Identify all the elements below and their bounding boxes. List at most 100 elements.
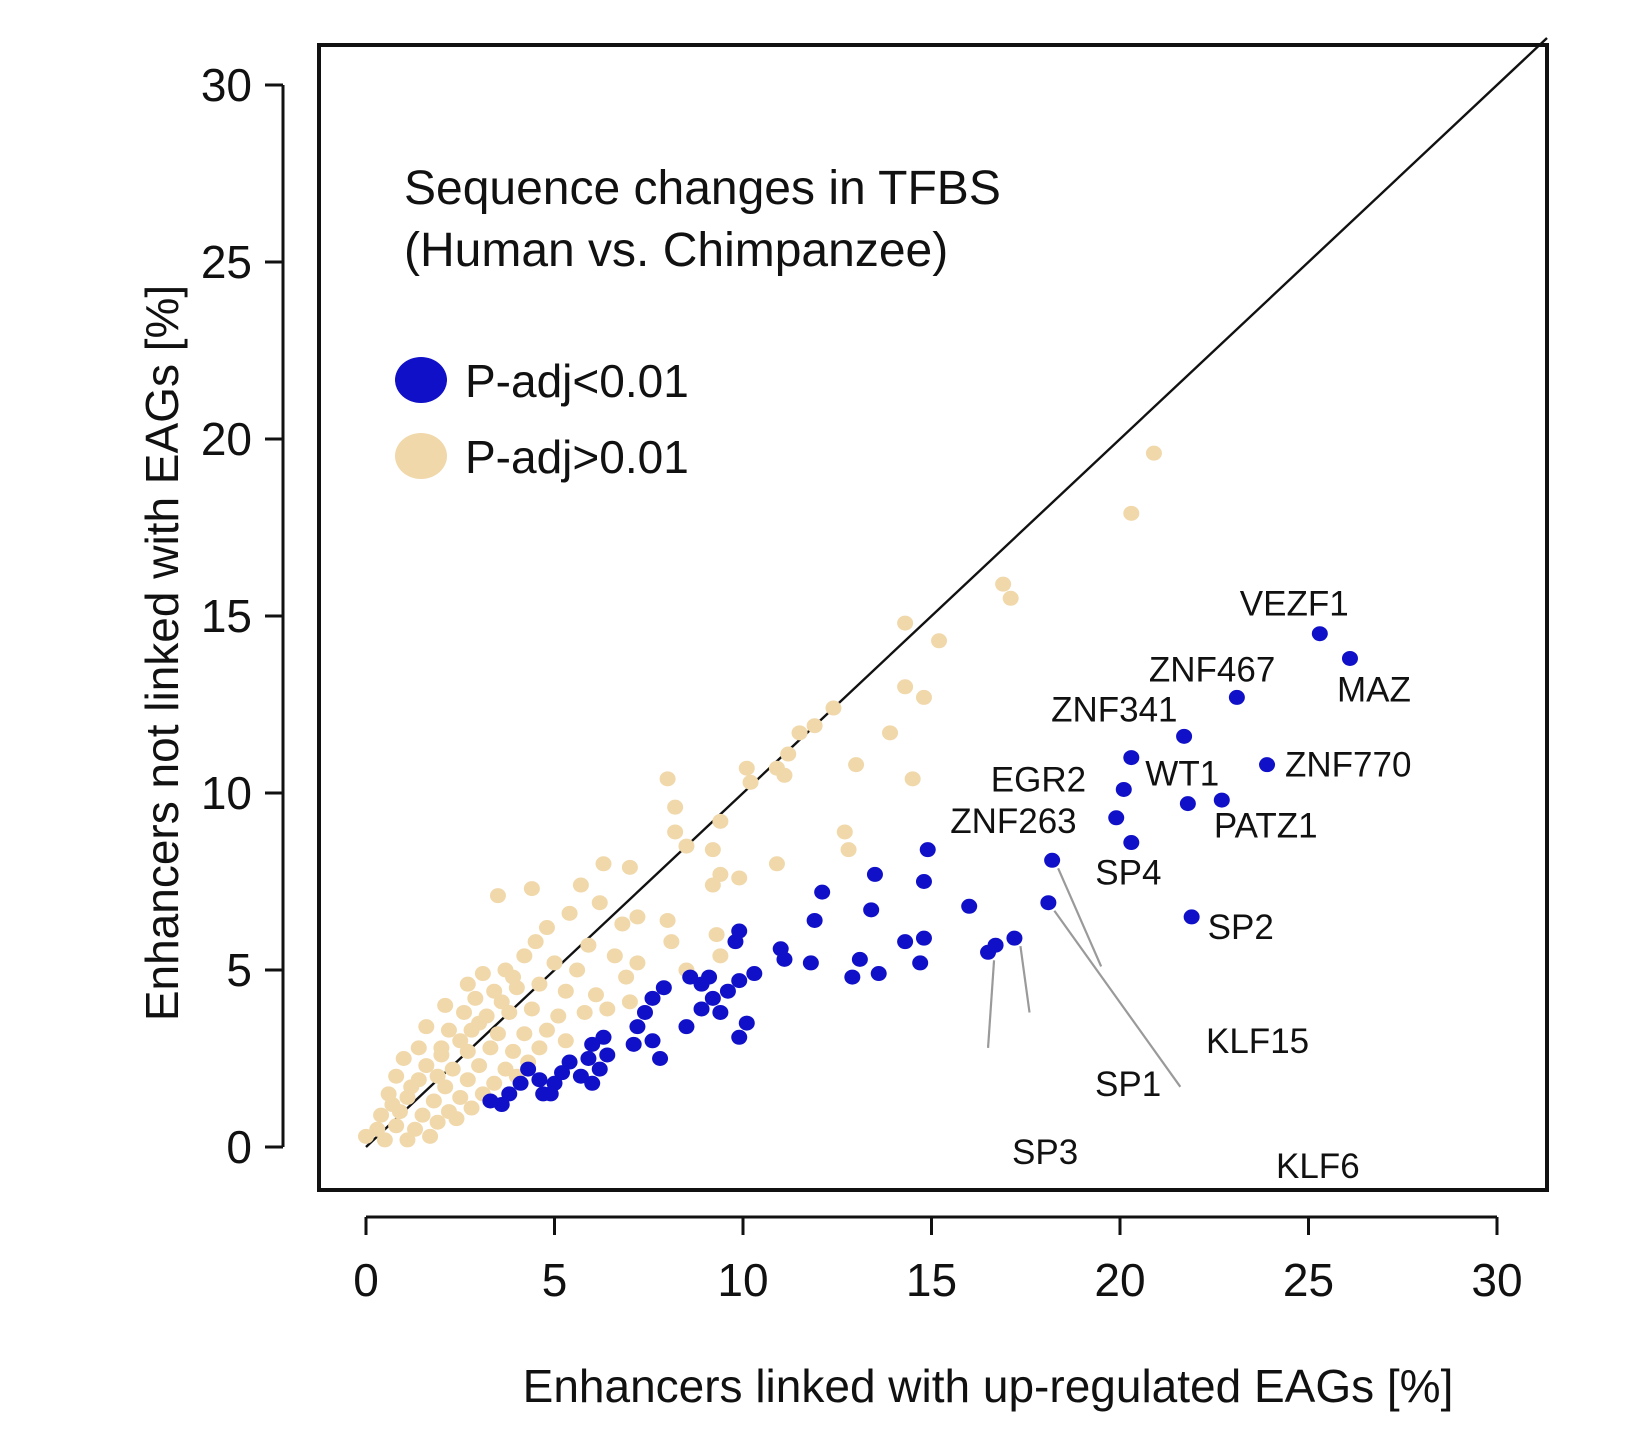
data-point-not-significant xyxy=(418,1019,435,1035)
data-point-not-significant xyxy=(388,1118,405,1134)
data-point-not-significant xyxy=(444,1061,461,1077)
data-point-not-significant xyxy=(712,866,729,882)
data-point-significant xyxy=(591,1061,608,1077)
data-point-not-significant xyxy=(471,1015,488,1031)
data-point-not-significant xyxy=(407,1121,424,1137)
leader-line-klf15 xyxy=(1057,867,1103,967)
data-point-not-significant xyxy=(659,771,676,787)
data-point-significant xyxy=(584,1036,601,1052)
point-label-znf341: ZNF341 xyxy=(1051,690,1177,729)
point-label-sp2: SP2 xyxy=(1208,908,1274,947)
legend-label-significant: P-adj<0.01 xyxy=(465,355,689,407)
data-point-not-significant xyxy=(667,824,684,840)
point-label-znf770: ZNF770 xyxy=(1285,746,1411,785)
reference-line xyxy=(365,37,1548,1148)
data-point-not-significant xyxy=(897,615,914,631)
y-axis-title: Enhancers not linked with EAGs [%] xyxy=(136,285,188,1021)
point-label-egr2: EGR2 xyxy=(991,760,1086,799)
data-point-significant xyxy=(731,973,748,989)
data-point-not-significant xyxy=(995,576,1012,592)
data-point-significant xyxy=(1213,792,1230,808)
data-point-not-significant xyxy=(452,1089,469,1105)
data-point-not-significant xyxy=(467,990,484,1006)
chart-title: Sequence changes in TFBS xyxy=(404,162,1001,215)
data-point-not-significant xyxy=(531,976,548,992)
data-point-not-significant xyxy=(538,1022,555,1038)
data-point-not-significant xyxy=(418,1058,435,1074)
data-point-significant xyxy=(561,1054,578,1070)
data-point-significant xyxy=(738,1015,755,1031)
y-tick-label: 25 xyxy=(201,236,252,288)
point-label-vezf1: VEZF1 xyxy=(1240,585,1349,624)
data-point-significant xyxy=(535,1086,552,1102)
data-point-not-significant xyxy=(621,994,638,1010)
data-point-not-significant xyxy=(459,1072,476,1088)
data-point-not-significant xyxy=(459,1043,476,1059)
data-point-not-significant xyxy=(437,1079,454,1095)
data-point-not-significant xyxy=(599,1001,616,1017)
data-point-not-significant xyxy=(448,1111,465,1127)
data-point-sp1 xyxy=(1006,930,1023,946)
point-label-klf15: KLF15 xyxy=(1206,1022,1309,1061)
data-point-not-significant xyxy=(440,1022,457,1038)
data-point-not-significant xyxy=(621,859,638,875)
data-point-not-significant xyxy=(527,934,544,950)
legend: Sequence changes in TFBS (Human vs. Chim… xyxy=(395,162,1001,483)
data-point-not-significant xyxy=(595,856,612,872)
data-point-not-significant xyxy=(806,718,823,734)
data-point-not-significant xyxy=(437,997,454,1013)
data-point-significant xyxy=(501,1086,518,1102)
data-point-significant xyxy=(595,1029,612,1045)
point-label-patz1: PATZ1 xyxy=(1214,807,1318,846)
data-point-not-significant xyxy=(576,1004,593,1020)
data-point-not-significant xyxy=(768,856,785,872)
data-point-not-significant xyxy=(373,1107,390,1123)
x-tick-label: 20 xyxy=(1094,1254,1145,1306)
data-point-not-significant xyxy=(486,983,503,999)
data-point-significant xyxy=(693,976,710,992)
data-point-not-significant xyxy=(384,1097,401,1113)
data-point-significant xyxy=(851,951,868,967)
data-point-not-significant xyxy=(712,948,729,964)
data-point-not-significant xyxy=(712,813,729,829)
data-point-significant xyxy=(599,1047,616,1063)
data-point-wt1 xyxy=(1123,750,1140,766)
data-point-not-significant xyxy=(523,1001,540,1017)
data-point-significant xyxy=(554,1065,571,1081)
data-point-not-significant xyxy=(614,916,631,932)
data-point-significant xyxy=(584,1075,601,1091)
data-point-not-significant xyxy=(931,633,948,649)
y-tick-label: 10 xyxy=(201,767,252,819)
data-point-significant xyxy=(814,884,831,900)
data-point-significant xyxy=(512,1075,529,1091)
plot-frame xyxy=(317,43,1549,1192)
data-point-znf467 xyxy=(1228,689,1245,705)
data-point-significant xyxy=(531,1072,548,1088)
data-point-not-significant xyxy=(474,966,491,982)
data-point-not-significant xyxy=(663,934,680,950)
data-point-significant xyxy=(870,966,887,982)
x-tick-label: 30 xyxy=(1471,1254,1522,1306)
data-point-not-significant xyxy=(546,955,563,971)
leader-line-sp1 xyxy=(1019,945,1031,1013)
x-axis-title: Enhancers linked with up-regulated EAGs … xyxy=(523,1360,1454,1412)
data-point-not-significant xyxy=(493,994,510,1010)
data-point-not-significant xyxy=(516,948,533,964)
data-point-significant xyxy=(682,969,699,985)
point-label-sp1: SP1 xyxy=(1095,1065,1161,1104)
data-point-not-significant xyxy=(376,1132,393,1148)
data-point-not-significant xyxy=(410,1040,427,1056)
data-point-not-significant xyxy=(606,948,623,964)
data-point-not-significant xyxy=(489,1026,506,1042)
data-point-patz1 xyxy=(1179,796,1196,812)
data-point-not-significant xyxy=(557,983,574,999)
data-point-significant xyxy=(731,1029,748,1045)
data-point-not-significant xyxy=(463,1100,480,1116)
data-point-significant xyxy=(802,955,819,971)
data-point-egr2 xyxy=(1115,781,1132,797)
data-point-not-significant xyxy=(399,1132,416,1148)
data-point-not-significant xyxy=(452,1033,469,1049)
x-tick-label: 0 xyxy=(353,1254,379,1306)
data-point-not-significant xyxy=(497,1061,514,1077)
